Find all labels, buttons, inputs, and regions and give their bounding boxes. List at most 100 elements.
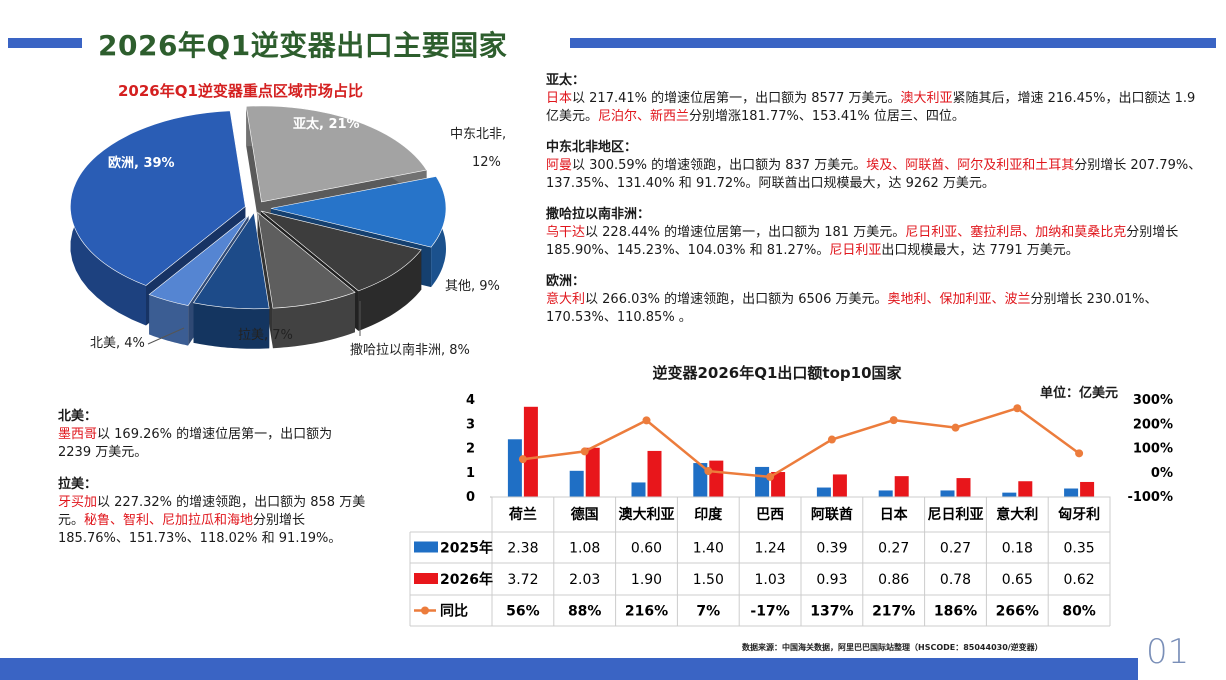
table-cell: 137%	[810, 604, 853, 620]
note-subsaharan-africa: 撒哈拉以南非洲： 乌干达以 228.44% 的增速位居第一，出口额为 181 万…	[546, 206, 1210, 260]
table-cell: 0.93	[816, 572, 847, 588]
y-right-tick: 100%	[1133, 442, 1173, 457]
highlight-country: 尼泊尔、新西兰	[598, 109, 690, 124]
table-cell: 1.08	[569, 541, 600, 557]
note-mena: 中东北非地区： 阿曼以 300.59% 的增速领跑，出口额为 837 万美元。埃…	[546, 139, 1210, 193]
data-source: 数据来源：中国海关数据，阿里巴巴国际站整理（HSCODE：85044030/逆变…	[742, 643, 1043, 652]
table-cell: 266%	[996, 604, 1039, 620]
pie-label-6: 北美, 4%	[90, 336, 145, 351]
note-text: 分别增长 185.76%、151.73%、118.02% 和 91.19%。	[58, 513, 342, 546]
header-accent-bar-left	[8, 38, 82, 48]
table-cell: 0.62	[1064, 572, 1095, 588]
y-right-tick: 0%	[1151, 466, 1173, 481]
bar-2026	[647, 450, 662, 497]
note-text: 分别增长 230.01%、170.53%、110.85% 。	[546, 292, 1158, 325]
region-share-pie-chart: 亚太, 21% 中东北非, 12% 其他, 9% 撒哈拉以南非洲, 8% 拉美, 7% 北美…	[70, 105, 506, 358]
pie-label-1: 亚太, 21%	[293, 116, 360, 132]
bar-2025	[1064, 488, 1079, 497]
bar-chart-unit: 单位：亿美元	[1040, 386, 1119, 401]
table-cell: 216%	[625, 604, 668, 620]
note-heading: 欧洲：	[546, 274, 586, 289]
yoy-point	[1013, 404, 1022, 413]
table-cell: 2.38	[507, 541, 538, 557]
category-label: 阿联酋	[811, 506, 853, 523]
bar-2026	[956, 478, 971, 497]
yoy-point	[642, 416, 651, 425]
bar-2026	[1080, 481, 1095, 497]
table-cell: 0.60	[631, 541, 662, 557]
highlight-country: 阿曼	[546, 158, 573, 173]
table-cell: 0.39	[816, 541, 847, 557]
note-text: 分别增长 185.90%、145.23%、104.03% 和 81.27%。	[546, 225, 1179, 258]
table-cell: 1.40	[693, 541, 724, 557]
highlight-country: 埃及、阿联酋、阿尔及利亚和土耳其	[866, 158, 1075, 173]
pie-label-3: 其他, 9%	[445, 279, 500, 294]
note-text: 以 300.59% 的增速领跑，出口额为 837 万美元。	[572, 158, 867, 173]
highlight-country: 牙买加	[58, 495, 98, 510]
highlight-country: 尼日利亚、塞拉利昂、加纳和莫桑比克	[905, 225, 1127, 240]
note-body: 阿曼以 300.59% 的增速领跑，出口额为 837 万美元。埃及、阿联酋、阿尔…	[546, 157, 1210, 193]
yoy-point	[889, 416, 898, 425]
table-cell: 217%	[872, 604, 915, 620]
bar-chart-title: 逆变器2026年Q1出口额top10国家	[652, 364, 902, 382]
footer-accent-bar	[0, 658, 1138, 680]
y-right-tick: 200%	[1133, 417, 1173, 432]
note-heading: 亚太：	[546, 73, 586, 88]
region-notes-left: 北美： 墨西哥以 169.26% 的增速位居第一，出口额为 2239 万美元。 …	[58, 408, 368, 562]
category-label: 印度	[694, 506, 723, 523]
table-cell: 1.24	[755, 541, 786, 557]
note-heading: 中东北非地区：	[546, 140, 638, 155]
note-text: 分别增长 207.79%、137.35%、131.40% 和 91.72%。阿联…	[546, 158, 1202, 191]
note-text: 以 266.03% 的增速领跑，出口额为 6506 万美元。	[585, 292, 888, 307]
note-europe: 欧洲： 意大利以 266.03% 的增速领跑，出口额为 6506 万美元。奥地利…	[546, 273, 1210, 327]
category-label: 澳大利亚	[619, 506, 675, 523]
note-text: 分别增涨181.77%、153.41% 位居三、四位。	[689, 109, 965, 124]
yoy-point	[1075, 449, 1084, 458]
pie-slice-5	[193, 211, 270, 349]
table-cell: 80%	[1062, 604, 1096, 620]
highlight-country: 奥地利、保加利亚、波兰	[887, 292, 1031, 307]
note-body: 意大利以 266.03% 的增速领跑，出口额为 6506 万美元。奥地利、保加利…	[546, 291, 1210, 327]
highlight-country: 尼日利亚	[829, 243, 882, 258]
bar-2025	[569, 470, 584, 497]
note-text: 紧随其后，增速 216.45%，出口额达 1.9 亿美元。	[546, 91, 1196, 124]
highlight-country: 澳大利亚	[900, 91, 953, 106]
note-heading: 北美：	[58, 409, 98, 424]
note-text: 以 217.41% 的增速位居第一，出口额为 8577 万美元。	[572, 91, 901, 106]
bar-2025	[1002, 492, 1017, 497]
bar-2025	[631, 482, 646, 497]
table-cell: 3.72	[507, 572, 538, 588]
category-label: 巴西	[756, 507, 784, 523]
table-cell: 186%	[934, 604, 977, 620]
bar-2026	[523, 406, 538, 497]
legend-key-2026年	[414, 573, 438, 584]
series-label: 同比	[440, 603, 468, 620]
table-cell: 2.03	[569, 572, 600, 588]
category-label: 意大利	[996, 506, 1038, 523]
region-notes-right: 亚太： 日本以 217.41% 的增速位居第一，出口额为 8577 万美元。澳大…	[546, 72, 1210, 340]
yoy-point	[766, 472, 775, 481]
y-left-tick: 0	[466, 490, 475, 505]
yoy-point	[518, 455, 527, 464]
note-text: 出口规模最大，达 7791 万美元。	[881, 243, 1079, 258]
note-body: 乌干达以 228.44% 的增速位居第一，出口额为 181 万美元。尼日利亚、塞…	[546, 224, 1210, 260]
table-cell: 0.27	[878, 541, 909, 557]
pie-label-5: 拉美, 7%	[238, 328, 293, 343]
table-cell: 7%	[696, 604, 720, 620]
note-north-america: 北美： 墨西哥以 169.26% 的增速位居第一，出口额为 2239 万美元。	[58, 408, 368, 462]
bar-2026	[771, 472, 786, 497]
bar-2026	[832, 474, 847, 497]
series-label: 2025年	[440, 540, 493, 557]
note-text: 以 169.26% 的增速位居第一，出口额为 2239 万美元。	[58, 427, 333, 460]
table-cell: 56%	[506, 604, 540, 620]
table-cell: 1.50	[693, 572, 724, 588]
table-cell: 1.90	[631, 572, 662, 588]
series-label: 2026年	[440, 571, 493, 588]
page-title: 2026年Q1逆变器出口主要国家	[98, 29, 508, 62]
note-heading: 撒哈拉以南非洲：	[546, 207, 651, 222]
bar-2025	[940, 490, 955, 497]
table-cell: 0.27	[940, 541, 971, 557]
yoy-point	[580, 447, 589, 456]
header-accent-bar-right	[570, 38, 1216, 48]
